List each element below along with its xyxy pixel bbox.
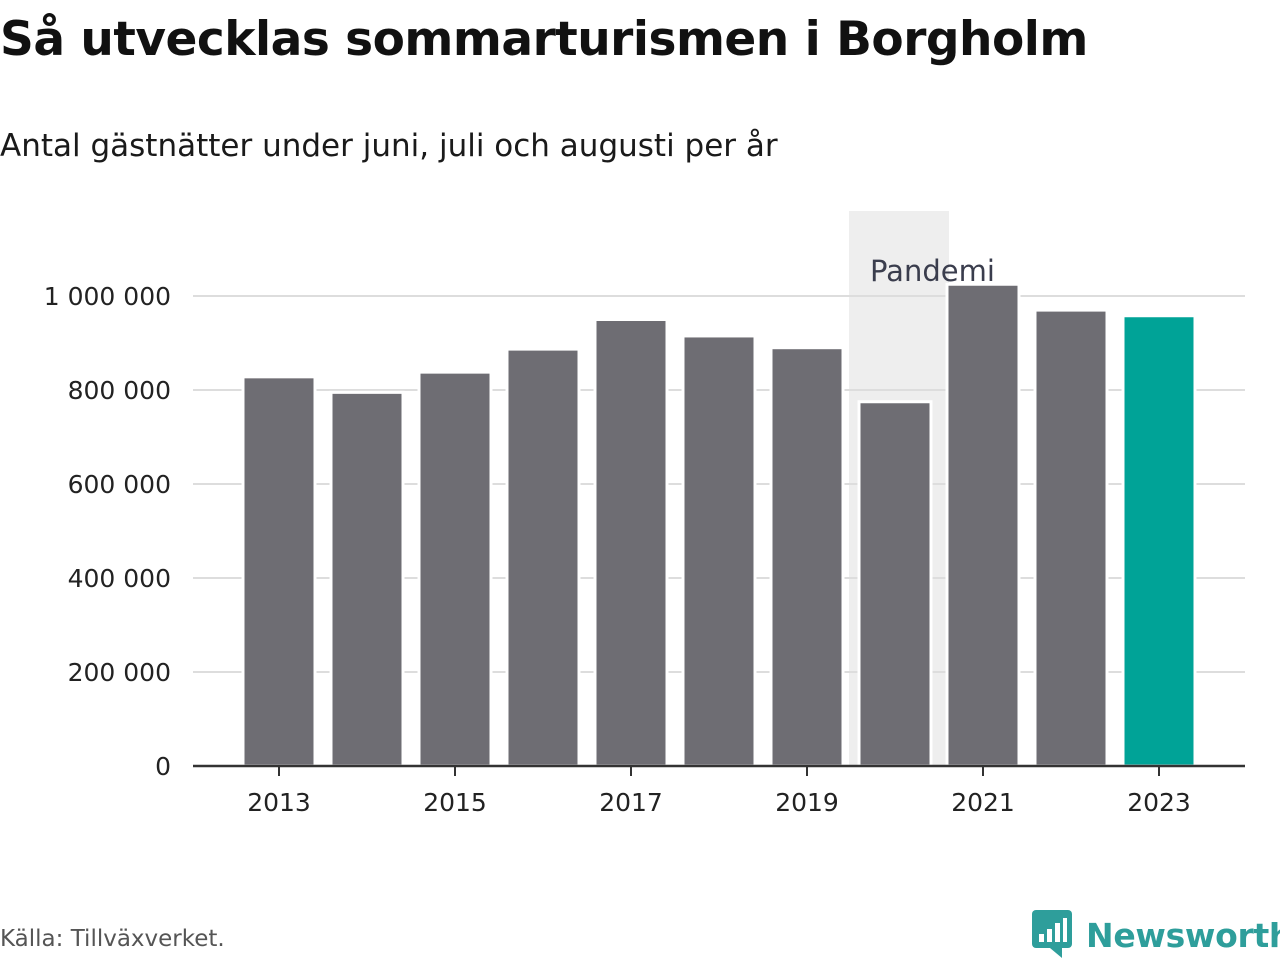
y-tick-label: 1 000 000 <box>44 282 171 311</box>
chart-title: Så utvecklas sommarturismen i Borgholm <box>0 12 1088 67</box>
bar-2020 <box>857 400 933 768</box>
source-note: Källa: Tillväxverket. <box>0 926 225 952</box>
x-tick-label: 2019 <box>775 788 839 817</box>
bar-2016 <box>505 347 581 768</box>
chart-subtitle: Antal gästnätter under juni, juli och au… <box>0 128 778 164</box>
bar-2023 <box>1121 314 1197 768</box>
x-tick-label: 2023 <box>1127 788 1191 817</box>
bar-2014 <box>329 390 405 768</box>
bar-2019 <box>769 346 845 768</box>
bar-2022 <box>1033 308 1109 768</box>
bar-2021 <box>945 282 1021 768</box>
y-tick-label: 400 000 <box>68 564 171 593</box>
bar-2015 <box>417 370 493 768</box>
y-tick-label: 600 000 <box>68 470 171 499</box>
x-tick-label: 2015 <box>423 788 487 817</box>
y-tick-label: 800 000 <box>68 376 171 405</box>
y-tick-label: 0 <box>155 752 171 781</box>
x-tick-label: 2021 <box>951 788 1015 817</box>
bar-2017 <box>593 318 669 768</box>
x-tick-label: 2013 <box>247 788 311 817</box>
brand-name: Newsworthy <box>1086 915 1280 955</box>
x-tick-label: 2017 <box>599 788 663 817</box>
newsworthy-logo: Newsworthy <box>1032 910 1280 960</box>
bar-2018 <box>681 334 757 768</box>
y-tick-label: 200 000 <box>68 658 171 687</box>
bar-chart-speech-bubble-icon <box>1032 910 1072 958</box>
pandemic-label: Pandemi <box>870 254 995 288</box>
bar-2013 <box>241 375 317 768</box>
